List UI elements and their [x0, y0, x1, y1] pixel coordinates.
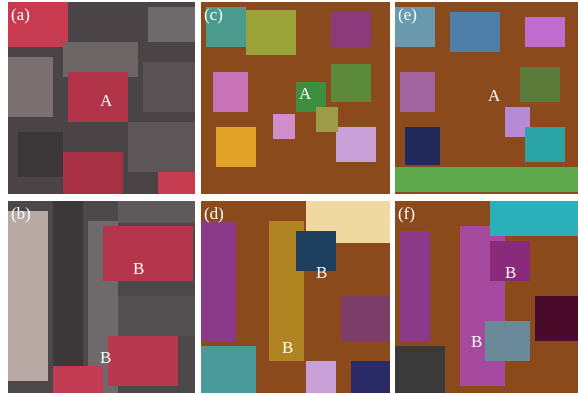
panel-d [201, 201, 390, 393]
marker: B [471, 332, 482, 351]
panel-e [395, 2, 578, 194]
panel-label: (f) [398, 204, 415, 223]
marker: B [133, 259, 144, 278]
marker: B [282, 338, 293, 357]
figure: (a) (b) (c) (d) (e) (f) A B B A B B A B … [0, 0, 578, 394]
panel-label: (b) [11, 204, 31, 223]
marker: A [299, 84, 312, 103]
panel-label: (c) [204, 5, 223, 24]
panel-c [201, 2, 390, 194]
marker: A [488, 86, 501, 105]
panel-label: (e) [398, 5, 417, 24]
marker: B [505, 263, 516, 282]
panel-f [395, 201, 578, 393]
marker: B [316, 263, 327, 282]
marker: A [100, 91, 113, 110]
panel-label: (d) [204, 204, 224, 223]
marker: B [100, 348, 111, 367]
panel-label: (a) [11, 5, 30, 24]
